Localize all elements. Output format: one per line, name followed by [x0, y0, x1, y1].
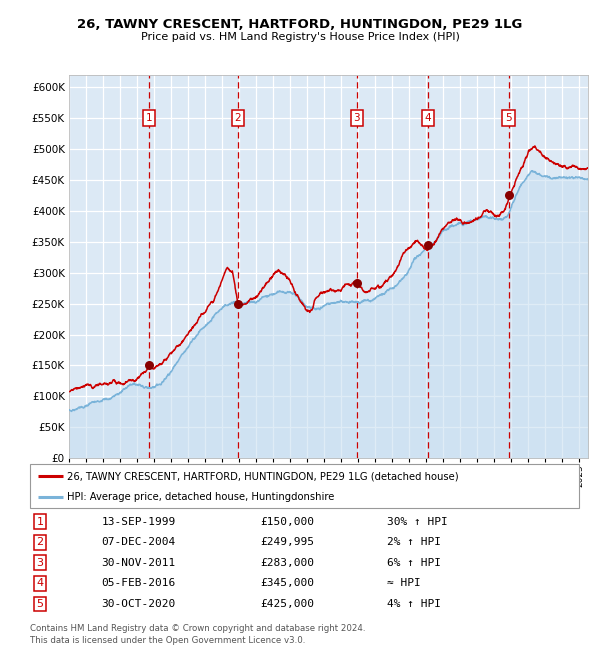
Text: 2: 2	[235, 113, 241, 123]
Text: 1: 1	[146, 113, 152, 123]
Text: 4% ↑ HPI: 4% ↑ HPI	[387, 599, 441, 609]
FancyBboxPatch shape	[30, 464, 579, 508]
Text: 6% ↑ HPI: 6% ↑ HPI	[387, 558, 441, 568]
Text: 05-FEB-2016: 05-FEB-2016	[101, 578, 176, 588]
Text: 13-SEP-1999: 13-SEP-1999	[101, 517, 176, 526]
Text: Contains HM Land Registry data © Crown copyright and database right 2024.
This d: Contains HM Land Registry data © Crown c…	[30, 624, 365, 645]
Text: Price paid vs. HM Land Registry's House Price Index (HPI): Price paid vs. HM Land Registry's House …	[140, 32, 460, 42]
Text: £150,000: £150,000	[260, 517, 314, 526]
Text: 2% ↑ HPI: 2% ↑ HPI	[387, 538, 441, 547]
Text: HPI: Average price, detached house, Huntingdonshire: HPI: Average price, detached house, Hunt…	[67, 492, 335, 502]
Text: 07-DEC-2004: 07-DEC-2004	[101, 538, 176, 547]
Text: ≈ HPI: ≈ HPI	[387, 578, 421, 588]
Text: £283,000: £283,000	[260, 558, 314, 568]
Text: £425,000: £425,000	[260, 599, 314, 609]
Text: £345,000: £345,000	[260, 578, 314, 588]
Text: 2: 2	[37, 538, 43, 547]
Text: 1: 1	[37, 517, 43, 526]
Text: 30-NOV-2011: 30-NOV-2011	[101, 558, 176, 568]
Text: 30-OCT-2020: 30-OCT-2020	[101, 599, 176, 609]
Text: 5: 5	[505, 113, 512, 123]
Text: £249,995: £249,995	[260, 538, 314, 547]
Text: 5: 5	[37, 599, 43, 609]
Text: 26, TAWNY CRESCENT, HARTFORD, HUNTINGDON, PE29 1LG: 26, TAWNY CRESCENT, HARTFORD, HUNTINGDON…	[77, 18, 523, 31]
Text: 4: 4	[425, 113, 431, 123]
Text: 3: 3	[37, 558, 43, 568]
Text: 4: 4	[37, 578, 43, 588]
Text: 30% ↑ HPI: 30% ↑ HPI	[387, 517, 448, 526]
Text: 3: 3	[353, 113, 360, 123]
Text: 26, TAWNY CRESCENT, HARTFORD, HUNTINGDON, PE29 1LG (detached house): 26, TAWNY CRESCENT, HARTFORD, HUNTINGDON…	[67, 471, 459, 482]
